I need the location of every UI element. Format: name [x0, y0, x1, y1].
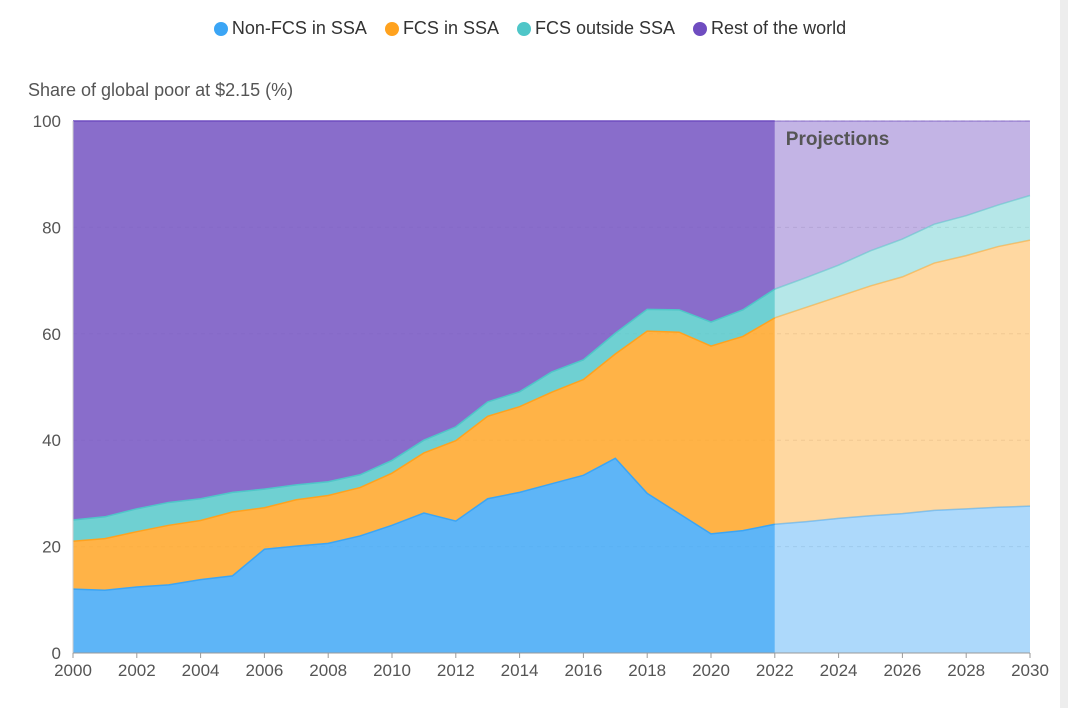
projections-label: Projections	[786, 129, 889, 150]
y-tick-label: 80	[42, 218, 61, 237]
area-rest-of-the-world-historical	[73, 121, 775, 520]
y-axis-title: Share of global poor at $2.15 (%)	[28, 80, 294, 100]
y-tick-label: 20	[42, 538, 61, 557]
line-non-fcs-in-ssa-projection	[774, 505, 1031, 526]
area-fcs-outside-ssa-historical	[73, 289, 775, 542]
line-fcs-in-ssa-projection	[774, 239, 1031, 319]
line-non-fcs-in-ssa-historical	[72, 457, 775, 591]
x-tick-label: 2024	[820, 661, 858, 680]
x-tick-label: 2028	[947, 661, 985, 680]
legend-label: FCS outside SSA	[534, 18, 676, 38]
area-non-fcs-in-ssa-projection	[774, 506, 1030, 653]
line-fcs-outside-ssa-projection	[774, 194, 1031, 290]
x-tick-label: 2008	[309, 661, 347, 680]
y-tick-label: 0	[52, 644, 61, 663]
x-tick-label: 2022	[756, 661, 794, 680]
legend-swatch	[213, 21, 228, 36]
legend-item-fcs-outside-ssa[interactable]: FCS outside SSA	[516, 18, 676, 39]
area-non-fcs-in-ssa-historical	[73, 458, 775, 653]
legend-label: FCS in SSA	[402, 18, 499, 38]
chart-legend: Non-FCS in SSA FCS in SSA FCS outside SSA R…	[0, 18, 1060, 39]
legend-swatch	[693, 21, 708, 36]
y-tick-label: 60	[42, 325, 61, 344]
x-tick-label: 2002	[118, 661, 156, 680]
legend-swatch	[384, 21, 399, 36]
legend-item-fcs-in-ssa[interactable]: FCS in SSA	[384, 18, 499, 39]
area-fcs-outside-ssa-projection	[774, 195, 1030, 318]
legend-label: Rest of the world	[711, 18, 847, 38]
x-tick-label: 2026	[883, 661, 921, 680]
x-tick-label: 2004	[182, 661, 220, 680]
legend-swatch	[516, 21, 531, 36]
x-tick-label: 2018	[628, 661, 666, 680]
y-tick-label: 100	[33, 112, 61, 131]
x-tick-label: 2012	[437, 661, 475, 680]
x-tick-label: 2006	[245, 661, 283, 680]
area-fcs-in-ssa-historical	[73, 317, 775, 591]
line-fcs-in-ssa-historical	[72, 317, 776, 543]
right-edge-strip	[1060, 0, 1068, 708]
x-tick-label: 2030	[1011, 661, 1049, 680]
x-tick-label: 2016	[564, 661, 602, 680]
area-rest-of-the-world-projection	[774, 121, 1030, 290]
legend-item-non-fcs-in-ssa[interactable]: Non-FCS in SSA	[213, 18, 367, 39]
legend-label: Non-FCS in SSA	[231, 18, 367, 38]
y-tick-label: 40	[42, 431, 61, 450]
legend-item-rest-of-the-world[interactable]: Rest of the world	[693, 18, 846, 39]
x-tick-label: 2014	[501, 661, 539, 680]
area-fcs-in-ssa-projection	[774, 240, 1030, 525]
x-tick-label: 2000	[54, 661, 92, 680]
line-fcs-outside-ssa-historical	[72, 288, 776, 521]
x-tick-label: 2020	[692, 661, 730, 680]
x-tick-label: 2010	[373, 661, 411, 680]
